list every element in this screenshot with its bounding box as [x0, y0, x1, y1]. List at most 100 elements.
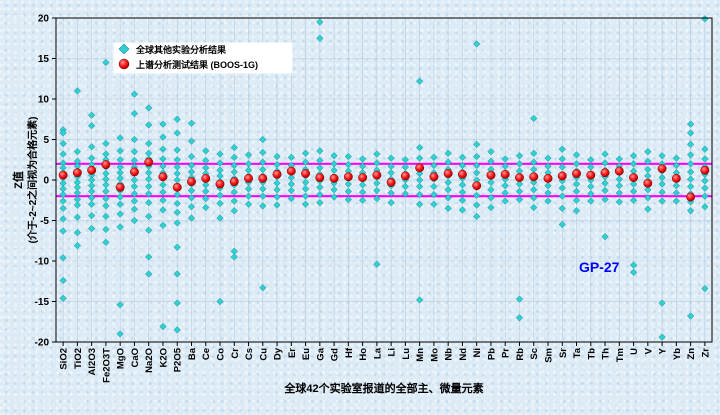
x-tick-label: Yb [672, 348, 683, 360]
point-other-lab [415, 200, 424, 208]
point-sample [215, 179, 225, 189]
point-other-lab [244, 200, 253, 208]
point-other-lab [644, 186, 652, 194]
x-tick-label: Pb [486, 348, 497, 360]
point-other-lab [159, 221, 167, 230]
point-other-lab [130, 205, 139, 213]
point-other-lab [373, 260, 381, 268]
point-sample [286, 166, 296, 176]
point-other-lab [59, 254, 67, 262]
point-other-lab [587, 182, 595, 191]
point-other-lab [159, 145, 167, 153]
point-other-lab [686, 182, 695, 191]
x-tick-label: Rb [515, 348, 526, 361]
point-other-lab [686, 120, 695, 128]
point-other-lab [102, 58, 110, 67]
point-other-lab [145, 169, 153, 177]
point-other-lab [686, 168, 695, 176]
x-tick-label: V [643, 347, 654, 354]
point-other-lab [487, 203, 495, 212]
point-sample [586, 170, 596, 180]
point-other-lab [73, 147, 82, 156]
point-other-lab [373, 186, 381, 195]
point-other-lab [515, 187, 524, 195]
point-other-lab [145, 199, 153, 207]
point-other-lab [601, 150, 609, 158]
point-other-lab [130, 135, 139, 144]
point-other-lab [159, 181, 167, 189]
point-other-lab [330, 186, 338, 194]
point-sample [443, 169, 453, 178]
legend: 全球其他实验分析结果 上谱分析测试结果 (BOOS-1G) [113, 42, 293, 74]
point-sample [543, 173, 553, 183]
point-other-lab [173, 299, 181, 307]
point-other-lab [145, 121, 153, 129]
point-other-lab [173, 176, 181, 184]
y-axis-ticks: -20 -15 -10 -5 0 5 10 15 20 [35, 14, 56, 349]
point-other-lab [130, 190, 139, 198]
point-other-lab [430, 190, 438, 199]
point-other-lab [273, 179, 281, 187]
point-other-lab [601, 186, 609, 195]
point-other-lab [344, 180, 353, 188]
point-other-lab [330, 160, 338, 168]
point-other-lab [145, 182, 153, 191]
point-sample [457, 169, 467, 179]
point-other-lab [202, 156, 210, 165]
point-other-lab [629, 268, 638, 276]
point-other-lab [130, 197, 139, 205]
point-other-lab [116, 223, 124, 231]
x-tick-label: CaO [130, 348, 141, 368]
point-other-lab [358, 188, 367, 196]
point-other-lab [130, 109, 139, 118]
y-axis-label-note: (介于-2~2之间视为合格元素) [26, 117, 39, 244]
point-other-lab [145, 270, 153, 278]
point-other-lab [672, 154, 681, 162]
point-other-lab [629, 180, 638, 188]
point-other-lab [287, 186, 295, 195]
point-other-lab [544, 154, 552, 162]
x-tick-label: U [629, 348, 640, 355]
point-other-lab [173, 190, 181, 199]
point-other-lab [572, 180, 581, 188]
point-other-lab [287, 180, 295, 188]
point-other-lab [187, 214, 196, 222]
point-sample [500, 169, 510, 179]
point-other-lab [444, 204, 452, 213]
point-other-lab [130, 176, 139, 184]
point-other-lab [301, 192, 310, 200]
point-sample [529, 172, 539, 182]
point-other-lab [387, 154, 395, 162]
point-other-lab [273, 193, 281, 201]
x-tick-label: Hf [344, 347, 355, 358]
point-other-lab [216, 150, 224, 158]
point-other-lab [202, 194, 210, 203]
point-other-lab [373, 150, 381, 158]
x-tick-label: Lu [401, 348, 412, 360]
y-tick-label: -20 [35, 338, 50, 349]
point-other-lab [87, 154, 96, 162]
point-other-lab [487, 157, 495, 166]
point-other-lab [686, 207, 695, 215]
point-other-lab [316, 190, 324, 199]
point-other-lab [686, 151, 695, 159]
point-sample [614, 166, 624, 176]
x-tick-label: Dy [273, 347, 284, 360]
point-other-lab [301, 185, 310, 193]
point-other-lab [615, 155, 623, 163]
point-other-lab [501, 189, 509, 197]
x-tick-label: K2O [158, 348, 169, 368]
point-other-lab [373, 194, 381, 203]
point-other-lab [658, 180, 666, 188]
point-other-lab [387, 169, 395, 177]
point-other-lab [73, 241, 82, 250]
x-tick-label: Cu [258, 348, 269, 361]
point-sample [343, 172, 353, 182]
point-sample [244, 173, 253, 183]
point-other-lab [102, 194, 110, 203]
point-other-lab [644, 147, 652, 156]
point-other-lab [558, 204, 566, 213]
point-other-lab [487, 178, 495, 187]
point-other-lab [358, 181, 367, 189]
point-other-lab [287, 153, 295, 161]
